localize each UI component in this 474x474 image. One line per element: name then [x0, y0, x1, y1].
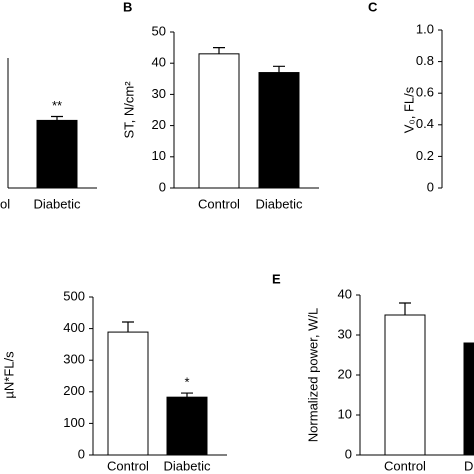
- bar: [198, 53, 240, 189]
- bar: [36, 119, 78, 189]
- y-tick-label: 50: [152, 23, 166, 38]
- x-tick-label: Control: [384, 458, 426, 473]
- y-axis-label: V₀, FL/s: [401, 86, 416, 133]
- y-tick-label: 40: [338, 286, 352, 301]
- y-tick-label: 30: [152, 86, 166, 101]
- error-bar: [51, 115, 63, 121]
- bar: [258, 72, 300, 189]
- bar: [166, 396, 208, 456]
- error-bar: [122, 321, 134, 333]
- x-tick-label: Control: [198, 196, 240, 211]
- x-tick-label: ol: [0, 196, 10, 211]
- x-tick-label: Control: [107, 458, 149, 473]
- x-tick-label: Diabetic: [34, 196, 81, 211]
- y-tick-label: 0.4: [416, 116, 434, 131]
- y-tick-label: 10: [338, 406, 352, 421]
- panel-letter: E: [272, 271, 281, 286]
- y-tick-label: 30: [338, 326, 352, 341]
- y-tick-label: 0: [345, 446, 352, 461]
- significance: *: [184, 375, 189, 390]
- panel-letter: C: [368, 0, 378, 14]
- y-axis-label: Normalized power, W/L: [305, 308, 320, 442]
- y-tick-label: 400: [63, 320, 85, 335]
- y-tick-label: 300: [63, 352, 85, 367]
- y-tick-label: 20: [152, 117, 166, 132]
- y-tick-label: 0: [78, 446, 85, 461]
- y-axis-label: µN*FL/s: [1, 351, 16, 399]
- y-axis-label: ST, N/cm²: [121, 81, 136, 139]
- panel-letter: B: [123, 0, 132, 14]
- bar: [107, 331, 149, 456]
- error-bar: [273, 65, 285, 73]
- bar: [384, 314, 426, 456]
- y-tick-label: 0: [159, 179, 166, 194]
- error-bar: [399, 302, 411, 315]
- y-tick-label: 1.0: [416, 21, 434, 36]
- y-tick-label: 0.6: [416, 85, 434, 100]
- x-tick-label: Di: [464, 458, 474, 473]
- y-tick-label: 0: [427, 179, 434, 194]
- bar: [463, 342, 474, 456]
- y-tick-label: 100: [63, 415, 85, 430]
- x-tick-label: Diabetic: [164, 458, 211, 473]
- y-tick-label: 40: [152, 55, 166, 70]
- error-bar: [213, 47, 225, 54]
- x-tick-label: Diabetic: [256, 196, 303, 211]
- y-tick-label: 20: [338, 366, 352, 381]
- y-tick-label: 200: [63, 383, 85, 398]
- y-tick-label: 0.2: [416, 148, 434, 163]
- error-bar: [181, 392, 193, 398]
- y-tick-label: 500: [63, 288, 85, 303]
- y-tick-label: 10: [152, 148, 166, 163]
- y-tick-label: 0.8: [416, 53, 434, 68]
- significance: **: [52, 98, 62, 113]
